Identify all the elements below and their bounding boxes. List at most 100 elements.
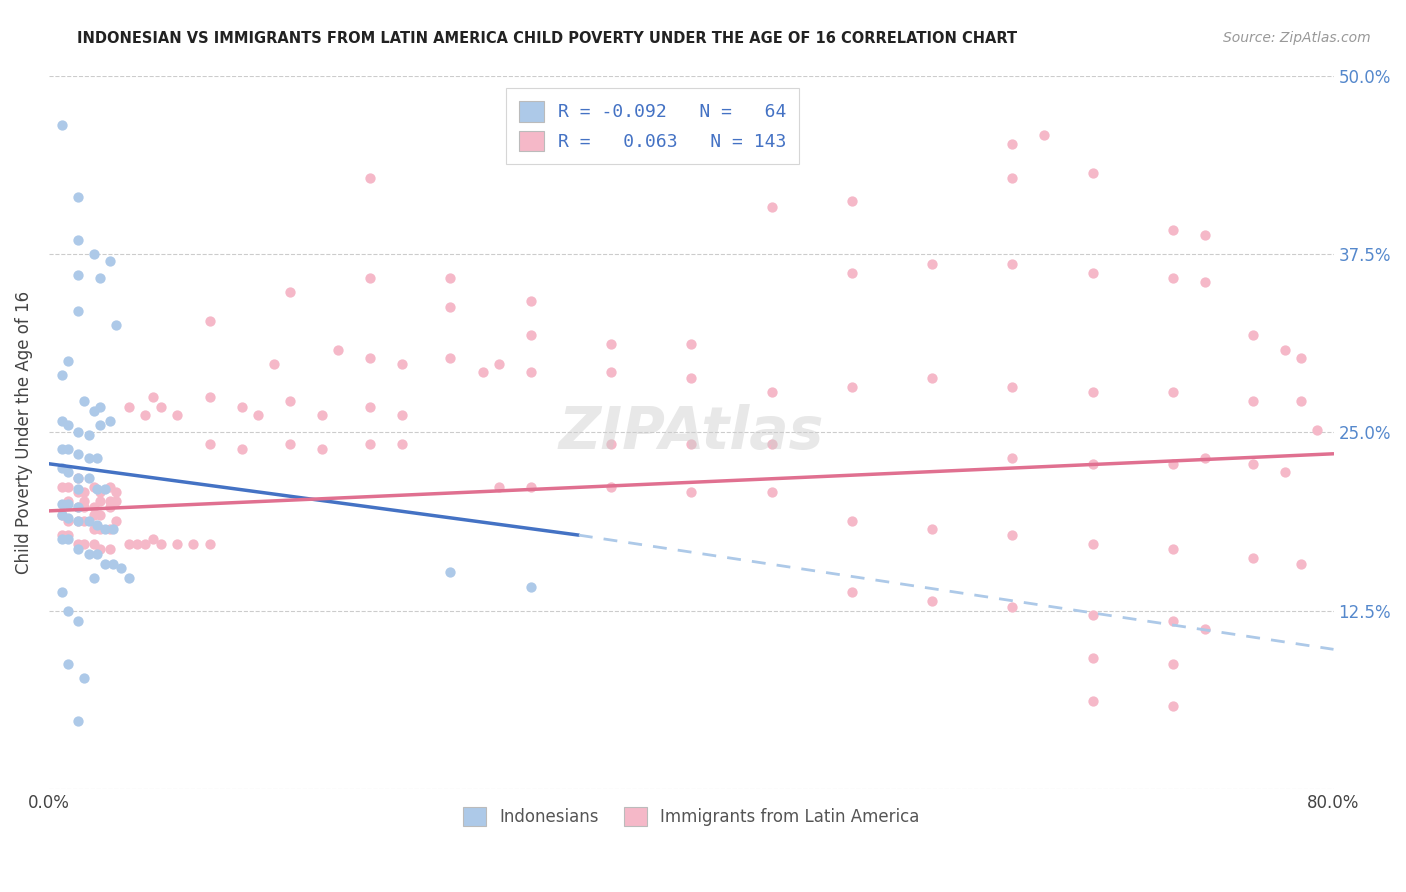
Point [1291,394,1313,409]
Point [841,194,863,208]
Point [51,461,73,475]
Point [58,494,80,508]
Point [89,271,111,285]
Point [66,485,89,500]
Point [278,285,301,300]
Point [1161,222,1184,236]
Point [198,390,221,404]
Point [66,514,89,528]
Point [1161,385,1184,400]
Legend: Indonesians, Immigrants from Latin America: Indonesians, Immigrants from Latin Ameri… [454,798,928,834]
Point [77,471,100,485]
Point [51,533,73,547]
Point [1033,128,1056,143]
Point [51,414,73,428]
Point [89,485,111,500]
Point [471,366,494,380]
Point [1081,385,1104,400]
Point [1161,699,1184,714]
Point [51,497,73,511]
Point [519,328,541,343]
Point [66,304,89,318]
Point [278,394,301,409]
Point [83,508,105,523]
Point [58,528,80,542]
Point [761,385,783,400]
Point [86,547,108,561]
Point [198,437,221,451]
Point [1161,657,1184,671]
Point [66,500,89,514]
Point [1081,537,1104,551]
Point [89,494,111,508]
Point [83,571,105,585]
Point [921,523,943,537]
Point [391,357,413,371]
Point [246,409,269,423]
Point [83,537,105,551]
Point [1274,343,1296,357]
Point [1241,328,1264,343]
Point [58,604,80,618]
Point [488,357,510,371]
Point [105,485,128,500]
Point [77,451,100,466]
Point [150,400,173,414]
Point [86,483,108,497]
Point [761,437,783,451]
Point [89,418,111,433]
Point [73,514,96,528]
Point [66,514,89,528]
Point [66,542,89,557]
Point [89,508,111,523]
Point [1081,608,1104,623]
Point [66,614,89,628]
Point [66,500,89,514]
Point [359,400,381,414]
Point [83,523,105,537]
Point [391,409,413,423]
Point [51,508,73,523]
Point [1001,380,1024,394]
Point [1241,394,1264,409]
Point [1194,228,1216,243]
Point [58,497,80,511]
Point [519,480,541,494]
Point [439,351,461,366]
Point [134,409,156,423]
Point [83,480,105,494]
Point [359,437,381,451]
Point [183,537,205,551]
Point [1081,457,1104,471]
Text: Source: ZipAtlas.com: Source: ZipAtlas.com [1223,31,1371,45]
Point [77,547,100,561]
Point [98,500,121,514]
Point [761,485,783,500]
Point [1241,551,1264,566]
Point [681,437,703,451]
Point [841,585,863,599]
Point [1161,271,1184,285]
Point [77,428,100,442]
Point [98,480,121,494]
Point [51,480,73,494]
Point [519,366,541,380]
Text: ZIPAtlas: ZIPAtlas [558,404,824,461]
Point [118,400,141,414]
Point [1081,265,1104,279]
Point [278,437,301,451]
Point [66,447,89,461]
Point [1161,542,1184,557]
Point [73,500,96,514]
Point [58,466,80,480]
Point [326,343,349,357]
Point [681,371,703,385]
Point [600,337,623,351]
Point [77,514,100,528]
Point [51,528,73,542]
Point [83,404,105,418]
Point [1291,557,1313,571]
Point [66,471,89,485]
Point [1161,614,1184,628]
Point [58,657,80,671]
